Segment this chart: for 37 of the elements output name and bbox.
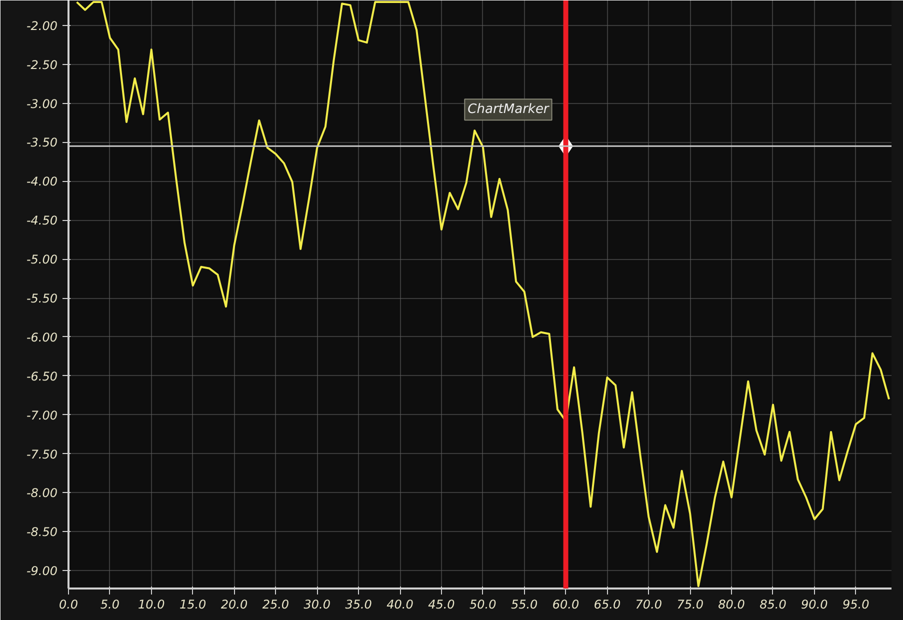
x-tick-label: 20.0 — [220, 598, 248, 612]
y-tick-label: -4.00 — [26, 174, 58, 189]
y-tick-label: -7.50 — [26, 447, 58, 462]
y-tick-label: -6.00 — [26, 330, 58, 344]
x-tick-label: 75.0 — [676, 598, 704, 612]
x-tick-label: 15.0 — [179, 598, 207, 612]
annotation: ChartMarker — [468, 102, 550, 118]
x-tick-label: 50.0 — [470, 598, 497, 612]
x-tick-label: 0.0 — [58, 598, 78, 612]
x-tick-label: 25.0 — [262, 598, 290, 612]
x-tick-label: 40.0 — [386, 598, 414, 612]
x-tick-label: 55.0 — [510, 598, 538, 612]
x-tick-label: 10.0 — [138, 598, 166, 612]
y-tick-label: -5.00 — [26, 252, 58, 267]
x-tick-label: 80.0 — [718, 598, 746, 612]
line-series — [76, 1, 890, 588]
x-tick-label: 85.0 — [760, 598, 787, 612]
y-tick-label: -7.00 — [26, 408, 58, 422]
x-tick-label: 45.0 — [428, 598, 456, 612]
y-tick-label: -9.00 — [26, 564, 58, 578]
y-tick-label: -8.00 — [26, 486, 58, 500]
y-tick-label: -8.50 — [26, 525, 58, 540]
y-tick-label: -5.50 — [26, 292, 58, 306]
y-tick-label: -2.00 — [26, 18, 58, 33]
x-tick-label: 70.0 — [635, 598, 662, 612]
x-tick-label: 5.0 — [100, 598, 120, 612]
x-tick-label: 65.0 — [594, 598, 621, 612]
x-tick-label: 90.0 — [801, 598, 828, 612]
y-tick-label: -3.50 — [26, 136, 58, 150]
y-tick-label: -6.50 — [26, 369, 58, 384]
y-tick-label: -3.00 — [26, 96, 58, 111]
x-tick-label: 95.0 — [842, 598, 870, 612]
x-tick-label: 30.0 — [304, 598, 331, 612]
x-tick-label: 60.0 — [552, 598, 580, 612]
x-tick-label: 35.0 — [345, 598, 372, 612]
y-tick-label: -4.50 — [26, 214, 58, 228]
y-tick-label: -2.50 — [26, 58, 58, 72]
